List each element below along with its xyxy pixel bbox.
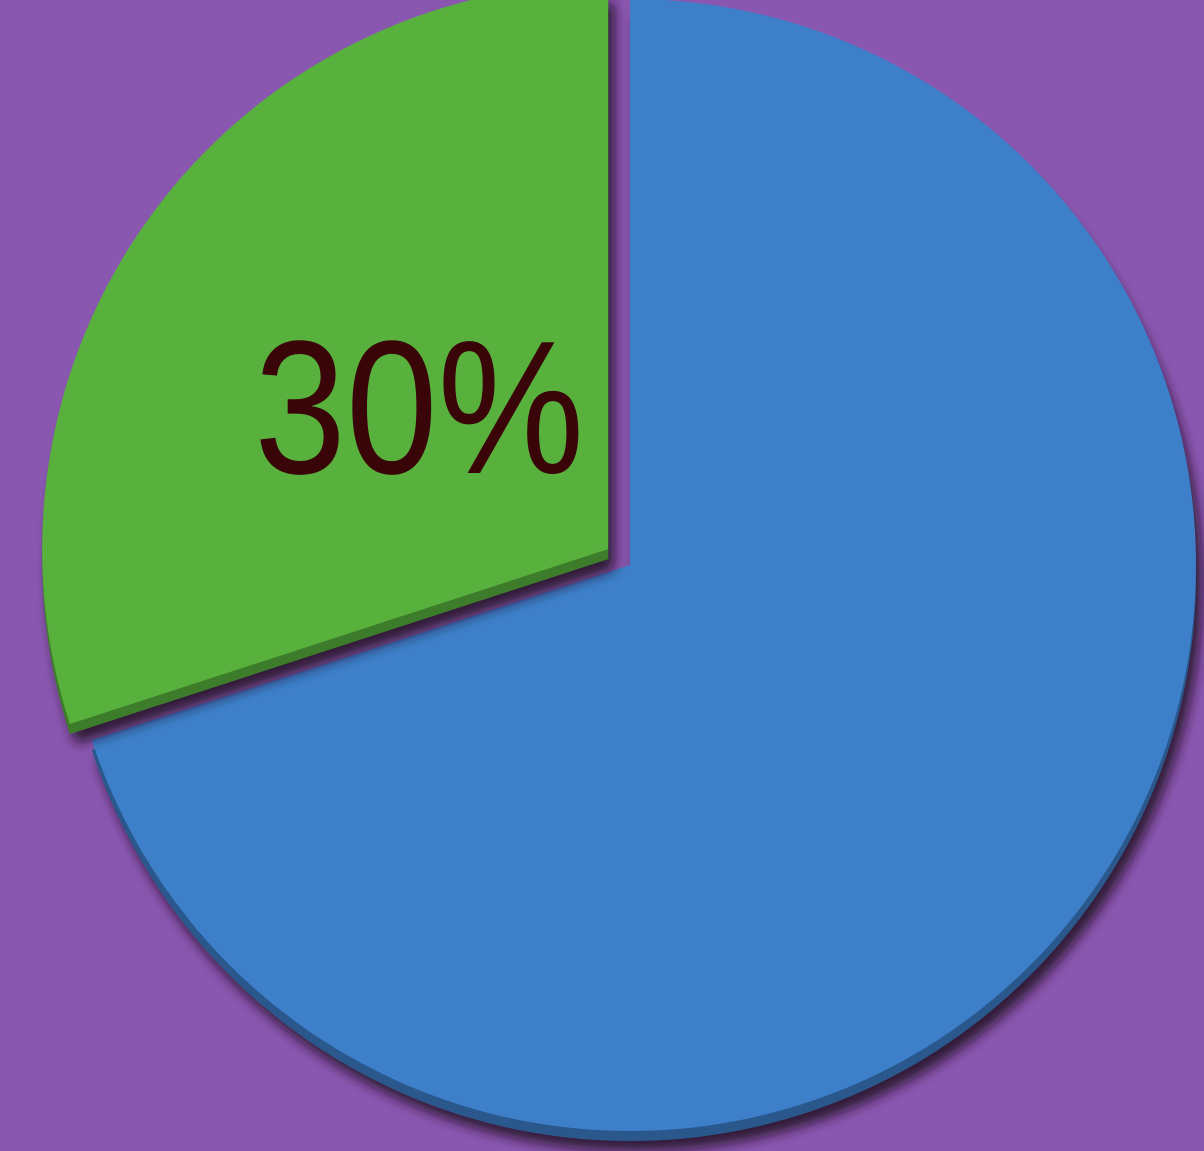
labels-layer: 30% xyxy=(254,302,584,514)
slices-layer xyxy=(42,0,1196,1141)
pie-slice-1 xyxy=(42,0,609,725)
pie-slice-group-1 xyxy=(42,0,609,735)
pie-slice-label-1: 30% xyxy=(254,302,584,514)
pie-slice-0 xyxy=(91,0,1196,1131)
pie-slice-group-0 xyxy=(91,0,1196,1141)
